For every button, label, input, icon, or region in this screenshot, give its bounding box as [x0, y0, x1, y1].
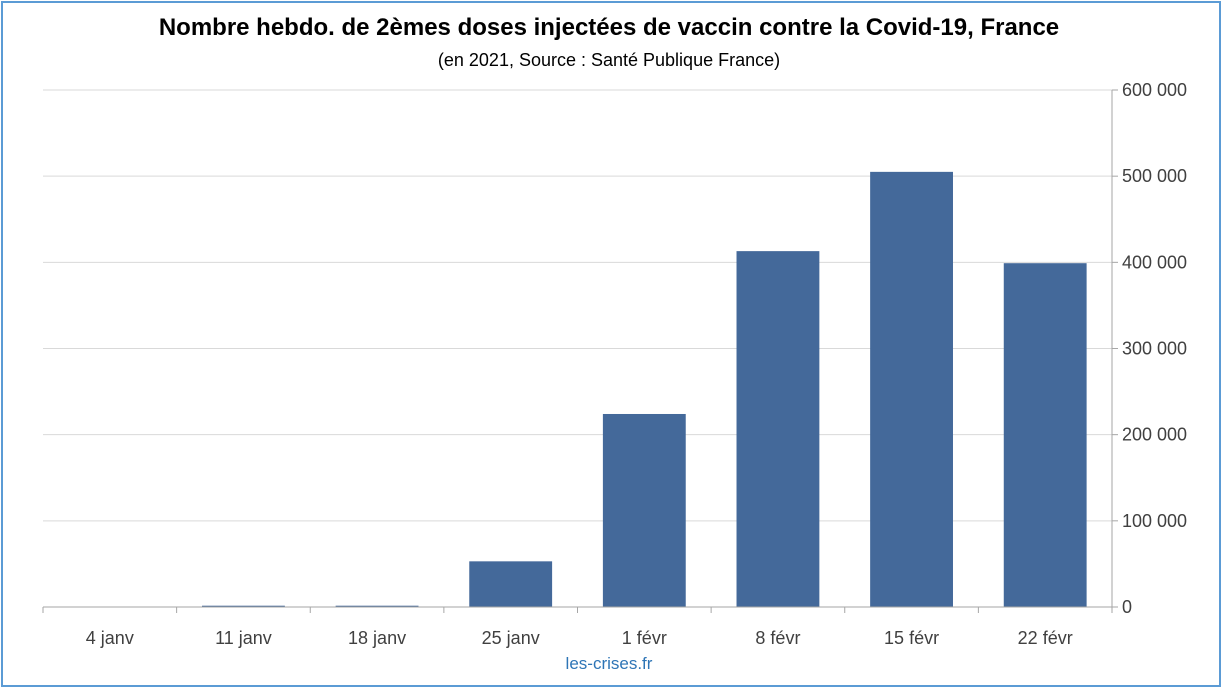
x-tick-label: 11 janv: [215, 628, 272, 648]
bar: [602, 413, 686, 607]
y-tick-label: 0: [1122, 597, 1132, 617]
bar: [870, 171, 953, 607]
x-tick-label: 4 janv: [86, 628, 134, 648]
x-tick-label: 25 janv: [482, 628, 540, 648]
x-tick-label: 1 févr: [622, 628, 667, 648]
y-tick-label: 100 000: [1122, 511, 1187, 531]
x-tick-label: 15 févr: [884, 628, 939, 648]
y-tick-labels: 0 100 000 200 000 300 000 400 000 500 000 600 …: [1122, 80, 1187, 617]
y-tick-label: 200 000: [1122, 425, 1187, 445]
bar: [736, 251, 820, 608]
x-tick-labels: 4 janv 11 janv 18 janv 25 janv 1 févr 8 févr 1…: [86, 628, 1073, 648]
chart-subtitle: (en 2021, Source : Santé Publique France…: [437, 50, 781, 70]
y-tick-label: 400 000: [1122, 252, 1187, 272]
y-tick-label: 300 000: [1122, 339, 1187, 359]
x-tick-label: 22 févr: [1018, 628, 1073, 648]
x-tick-label: 18 janv: [348, 628, 406, 648]
y-tick-label: 600 000: [1122, 80, 1187, 100]
x-tick-label: 8 févr: [755, 628, 800, 648]
axes: [42, 89, 1118, 613]
bar: [1003, 263, 1087, 607]
y-tick-label: 500 000: [1122, 166, 1187, 186]
bar: [469, 561, 553, 607]
bar: [202, 605, 285, 607]
source-credit: les-crises.fr: [565, 654, 653, 673]
bar: [335, 605, 419, 607]
bars: [202, 171, 1087, 608]
chart-title: Nombre hebdo. de 2èmes doses injectées d…: [158, 14, 1060, 41]
